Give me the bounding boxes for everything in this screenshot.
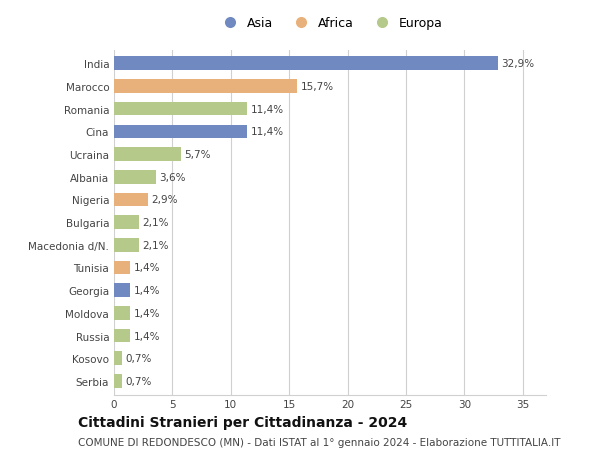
Bar	[114, 171, 156, 184]
Text: 32,9%: 32,9%	[502, 59, 535, 69]
Text: COMUNE DI REDONDESCO (MN) - Dati ISTAT al 1° gennaio 2024 - Elaborazione TUTTITA: COMUNE DI REDONDESCO (MN) - Dati ISTAT a…	[78, 437, 560, 447]
Bar	[114, 125, 247, 139]
Text: 1,4%: 1,4%	[134, 263, 160, 273]
Bar	[114, 216, 139, 230]
Bar	[114, 57, 498, 71]
Text: 2,1%: 2,1%	[142, 240, 169, 250]
Text: 5,7%: 5,7%	[184, 150, 211, 160]
Bar	[114, 375, 122, 388]
Text: 1,4%: 1,4%	[134, 285, 160, 296]
Text: 0,7%: 0,7%	[125, 353, 152, 364]
Bar	[114, 284, 130, 297]
Bar	[114, 193, 148, 207]
Bar	[114, 102, 247, 116]
Text: 1,4%: 1,4%	[134, 331, 160, 341]
Text: 2,9%: 2,9%	[151, 195, 178, 205]
Text: 11,4%: 11,4%	[251, 127, 284, 137]
Bar	[114, 307, 130, 320]
Legend: Asia, Africa, Europa: Asia, Africa, Europa	[212, 12, 448, 35]
Text: 1,4%: 1,4%	[134, 308, 160, 318]
Text: Cittadini Stranieri per Cittadinanza - 2024: Cittadini Stranieri per Cittadinanza - 2…	[78, 415, 407, 429]
Text: 15,7%: 15,7%	[301, 82, 334, 92]
Bar	[114, 148, 181, 162]
Text: 0,7%: 0,7%	[125, 376, 152, 386]
Text: 2,1%: 2,1%	[142, 218, 169, 228]
Bar	[114, 329, 130, 343]
Bar	[114, 352, 122, 365]
Bar	[114, 261, 130, 274]
Text: 11,4%: 11,4%	[251, 104, 284, 114]
Bar	[114, 239, 139, 252]
Bar	[114, 80, 298, 94]
Text: 3,6%: 3,6%	[160, 172, 186, 182]
